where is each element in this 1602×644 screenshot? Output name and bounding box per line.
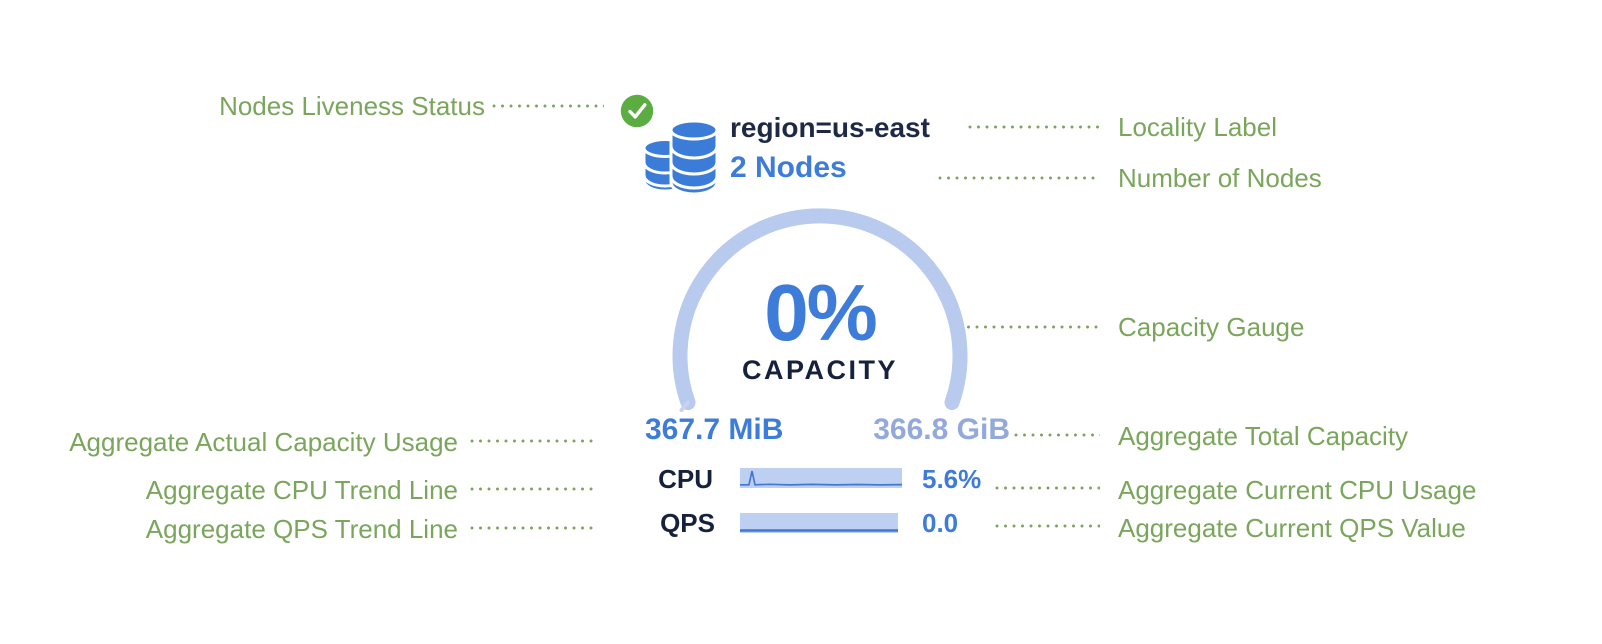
liveness-check-circle-icon	[620, 94, 654, 128]
annotation-current-qps-value: Aggregate Current QPS Value	[1118, 513, 1466, 543]
annotation-locality-label: Locality Label	[1118, 112, 1277, 142]
aggregate-total-capacity-value: 366.8 GiB	[873, 413, 1010, 446]
qps-metric-label: QPS	[660, 508, 715, 538]
capacity-percent-value: 0%	[764, 268, 878, 357]
locality-label-value: region=us-east	[730, 112, 930, 143]
cpu-sparkline-chart	[740, 468, 902, 488]
leader-line-locality	[968, 125, 1100, 129]
leader-line-capacity-gauge	[958, 325, 1100, 329]
annotation-number-of-nodes: Number of Nodes	[1118, 163, 1322, 193]
leader-line-nodes-liveness	[492, 104, 604, 108]
annotation-aggregate-cpu-trend: Aggregate CPU Trend Line	[145, 475, 458, 505]
capacity-caption: CAPACITY	[741, 355, 898, 385]
annotation-aggregate-total-capacity: Aggregate Total Capacity	[1118, 421, 1409, 451]
annotation-aggregate-qps-trend: Aggregate QPS Trend Line	[145, 514, 458, 544]
leader-line-total-capacity	[1014, 433, 1100, 437]
annotation-aggregate-actual-capacity: Aggregate Actual Capacity Usage	[69, 427, 458, 457]
cpu-metric-label: CPU	[658, 464, 713, 494]
annotation-current-cpu-usage: Aggregate Current CPU Usage	[1118, 475, 1477, 505]
leader-line-qps-trend	[470, 526, 596, 530]
annotation-nodes-liveness-status: Nodes Liveness Status	[219, 91, 485, 121]
capacity-gauge-arc	[672, 208, 968, 412]
qps-sparkline-chart	[740, 513, 898, 533]
database-stack-icon	[641, 118, 719, 200]
leader-line-cpu-trend	[470, 487, 596, 491]
qps-current-value: 0.0	[922, 508, 959, 538]
aggregate-used-capacity-value: 367.7 MiB	[645, 413, 784, 446]
leader-line-current-cpu	[995, 486, 1100, 490]
cpu-current-value: 5.6%	[922, 464, 982, 494]
leader-line-actual-capacity	[470, 439, 596, 443]
node-count-value: 2 Nodes	[730, 151, 847, 184]
leader-line-number-of-nodes	[938, 176, 1100, 180]
leader-line-current-qps	[995, 524, 1100, 528]
annotation-capacity-gauge: Capacity Gauge	[1118, 312, 1305, 342]
